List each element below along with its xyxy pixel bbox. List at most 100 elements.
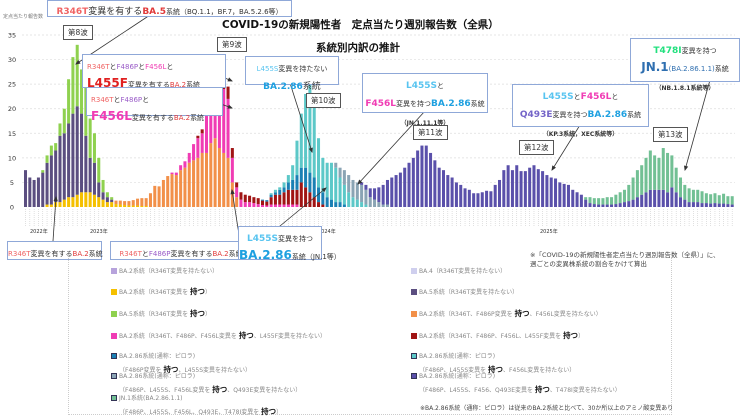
legend-item-D: BA.5系統（R346T変異を持たない） <box>411 287 518 296</box>
week-bar <box>571 189 575 227</box>
bar-segment-L <box>717 203 721 207</box>
bar-segment-D <box>75 106 79 195</box>
week-bar <box>342 170 346 227</box>
bar-segment-H <box>286 189 290 205</box>
arrow-head-icon <box>227 77 233 82</box>
bar-segment-L <box>467 189 471 207</box>
legend-text: 持つ <box>190 309 206 318</box>
week-bar <box>592 198 596 227</box>
week-bar <box>161 179 165 227</box>
annotation-text: BA.5 <box>142 7 166 17</box>
bar-segment-L <box>610 204 614 207</box>
week-bar <box>88 118 92 227</box>
week-bar <box>41 170 45 227</box>
legend-text: 、F456L変異を持たない） <box>529 311 602 318</box>
bar-segment-I <box>291 179 295 190</box>
legend-text: （F486P、L455S変異を <box>419 367 489 374</box>
legend-text: BA.2.86系統(通称：ピロラ) <box>419 353 496 360</box>
y-tick-label: 0 <box>10 204 14 212</box>
bar-segment-C <box>67 197 71 207</box>
bar-segment-L <box>666 192 670 207</box>
week-bar <box>269 193 273 227</box>
week-bar <box>657 157 661 227</box>
legend-text: BA.5系統（R346T変異を持たない） <box>419 289 519 296</box>
legend-text: BA.5系統（R346T変異を <box>119 311 191 318</box>
bar-segment-E <box>75 44 79 107</box>
week-bar <box>101 179 105 227</box>
week-bar <box>627 184 631 227</box>
bar-segment-G <box>248 202 252 207</box>
week-bar <box>278 187 282 227</box>
annotation-text: BA.2 <box>173 114 191 123</box>
bar-segment-G <box>282 204 286 207</box>
bar-segment-L <box>722 203 726 207</box>
bar-segment-C <box>62 199 66 207</box>
annotation-text: （KP.3系統，XEC系統等） <box>542 130 619 138</box>
legend-text: ） <box>276 409 283 416</box>
legend-text: BA.2.86系統(通称：ピロラ) <box>419 373 496 380</box>
footnote: ※BA.2.86系統（通称：ピロラ）は従来のBA.2系統と比べて、30か所以上の… <box>420 405 674 412</box>
week-bar <box>510 170 514 227</box>
week-bar <box>528 167 532 227</box>
annotation-arrow-line <box>357 110 426 185</box>
bar-segment-F <box>166 176 170 207</box>
annotation-text: （NB.1.8.1系統等） <box>655 84 715 92</box>
bar-segment-H <box>239 192 243 200</box>
annotation-text: と <box>109 63 117 71</box>
bar-segment-I <box>261 199 265 201</box>
legend-item-K: BA.2.86系統(通称：ピロラ) （F486P、L455S、F456L変異を 持… <box>111 371 301 395</box>
bar-segment-F <box>161 179 165 207</box>
annotation-text: R346T <box>91 96 114 104</box>
y-tick-label: 35 <box>8 32 16 40</box>
week-bar <box>704 193 708 227</box>
week-bar <box>713 193 717 227</box>
week-bar <box>295 140 299 227</box>
week-bar <box>148 193 152 227</box>
week-bar <box>605 197 609 227</box>
annotation-text: と <box>138 63 146 71</box>
bar-segment-M <box>605 197 609 205</box>
bar-segment-L <box>398 172 402 207</box>
bar-segment-G <box>226 98 230 158</box>
legend-text: （F486P、L455S、F456L変異を <box>119 387 213 394</box>
annotation-text: F456L <box>580 92 612 102</box>
week-bar <box>614 194 618 227</box>
legend-text: BA.2系統（R346T、F486P、F456L変異を <box>119 333 239 340</box>
annotation-text: F456L <box>365 99 397 110</box>
bar-segment-H <box>312 197 316 207</box>
week-bar <box>493 184 497 227</box>
legend-swatch-icon <box>111 373 117 379</box>
week-bar <box>355 182 359 227</box>
week-bar <box>489 191 493 227</box>
bar-segment-L <box>683 199 687 207</box>
week-bar <box>519 171 523 227</box>
week-bar <box>558 182 562 227</box>
bar-segment-L <box>696 202 700 207</box>
bar-segment-M <box>674 167 678 193</box>
bar-segment-L <box>523 171 527 207</box>
bar-segment-L <box>640 194 644 207</box>
week-bar <box>351 179 355 227</box>
bar-segment-E <box>80 69 84 114</box>
bar-segment-L <box>381 184 385 205</box>
week-bar <box>140 198 144 227</box>
legend-swatch-icon <box>111 395 117 401</box>
week-bar <box>459 184 463 227</box>
week-bar <box>588 197 592 227</box>
y-axis-ticks: 0 5 10 15 20 25 30 35 <box>8 32 16 212</box>
week-bar <box>622 189 626 227</box>
annotation-line: R346TとF486P変異を有するBA.2系統 <box>111 242 251 263</box>
bar-segment-H <box>243 194 247 203</box>
bar-segment-G <box>243 202 247 207</box>
bar-segment-I <box>329 199 333 207</box>
bar-segment-L <box>437 167 441 207</box>
week-bar <box>170 172 174 227</box>
bar-segment-D <box>24 170 28 207</box>
annotation-text: 系統 <box>470 100 485 109</box>
arrow-head-icon <box>227 104 233 109</box>
week-bar <box>282 182 286 227</box>
bar-segment-L <box>562 183 566 207</box>
annotation-line: R346TとF486Pと <box>91 88 222 106</box>
bar-segment-J <box>308 79 312 173</box>
bar-segment-M <box>614 194 618 205</box>
